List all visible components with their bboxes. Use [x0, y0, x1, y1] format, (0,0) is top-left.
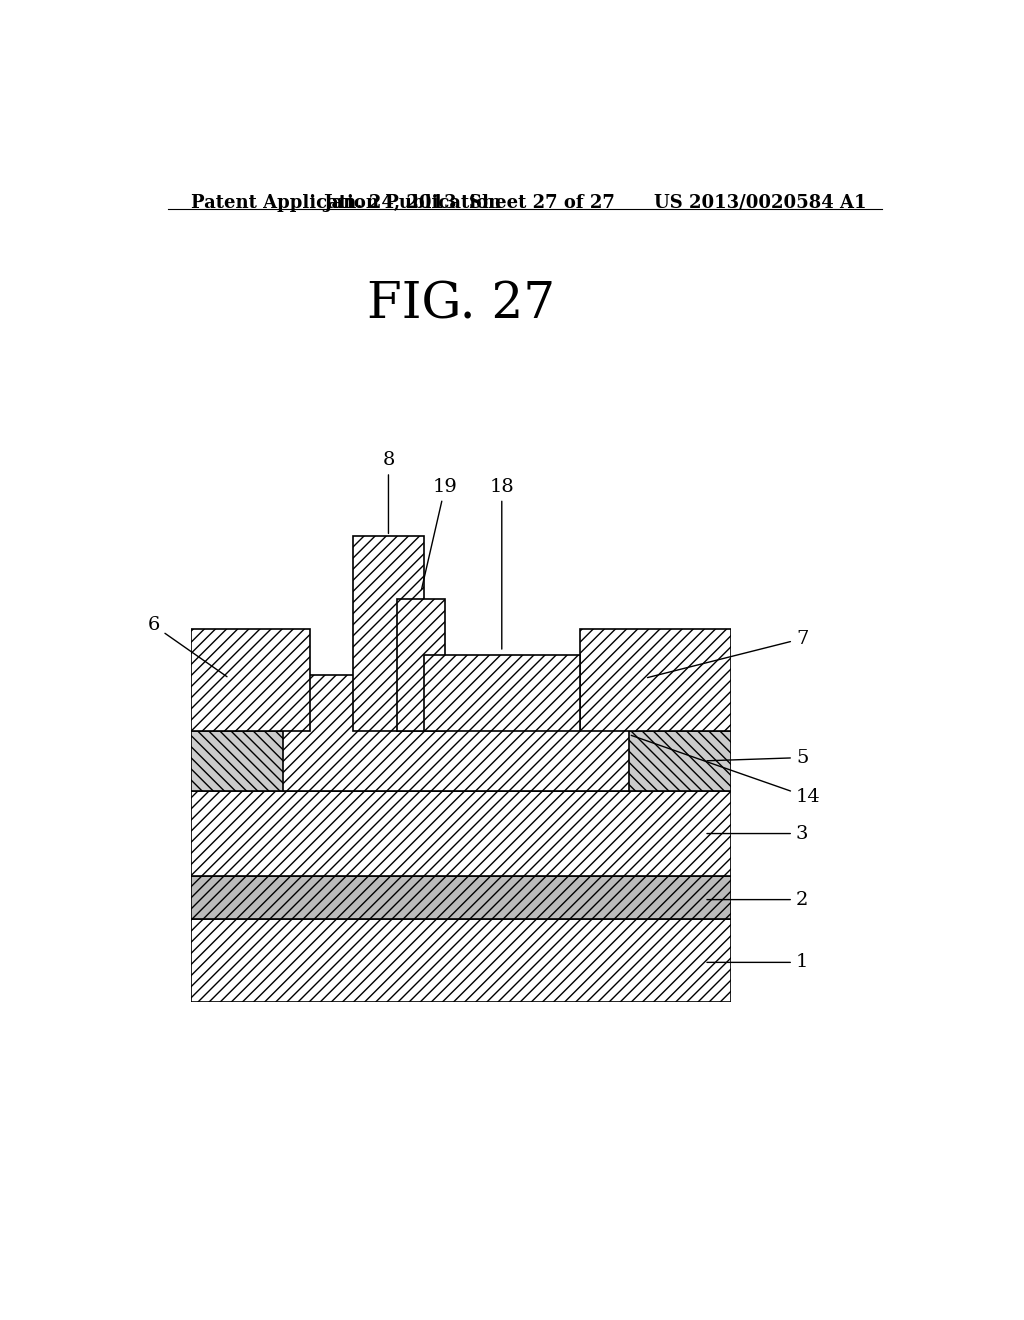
Text: FIG. 27: FIG. 27: [368, 280, 555, 330]
Text: US 2013/0020584 A1: US 2013/0020584 A1: [653, 194, 866, 213]
Text: Patent Application Publication: Patent Application Publication: [191, 194, 502, 213]
Text: Jan. 24, 2013  Sheet 27 of 27: Jan. 24, 2013 Sheet 27 of 27: [324, 194, 615, 213]
